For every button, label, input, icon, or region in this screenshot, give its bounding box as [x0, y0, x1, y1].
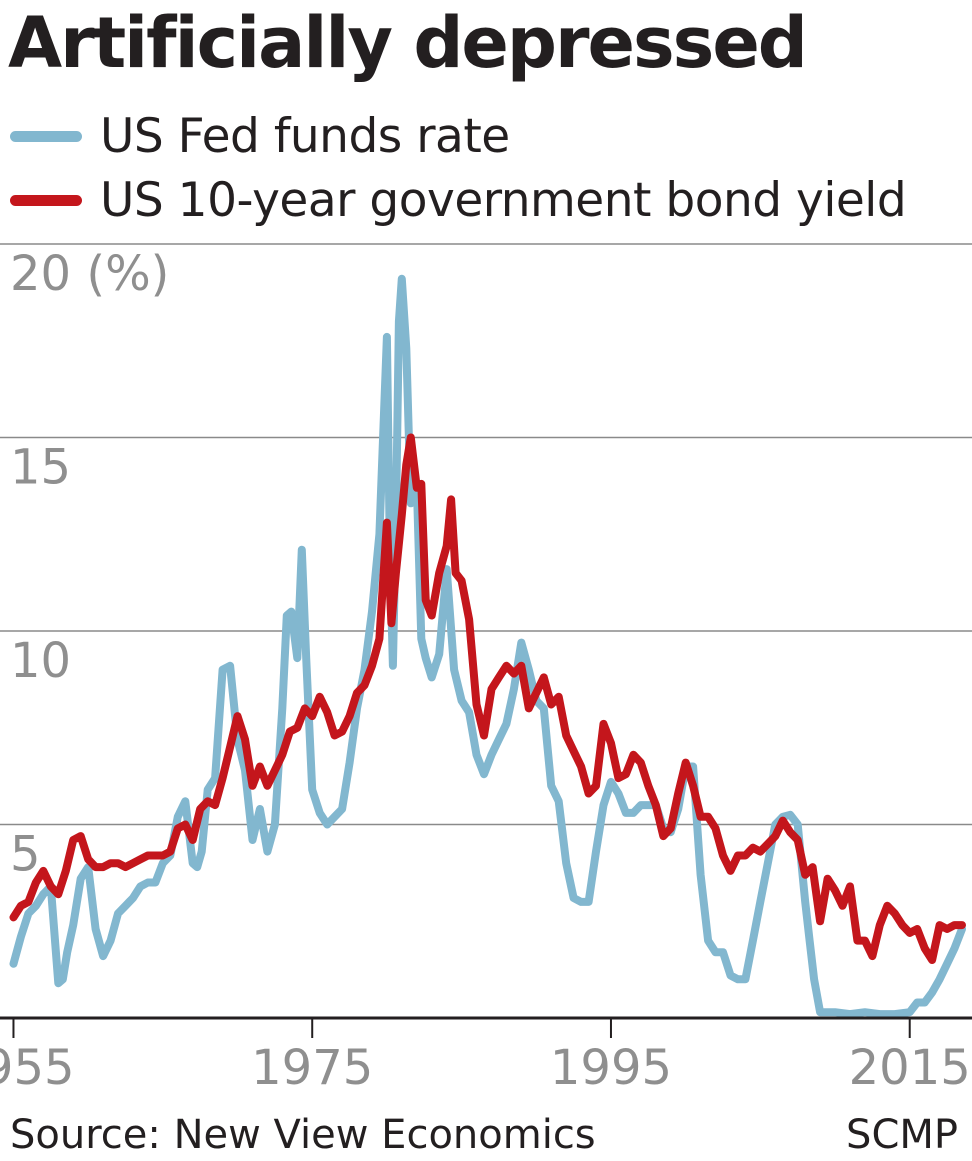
legend-swatch-bond-yield: [10, 194, 82, 206]
x-tick-label-2015: 2015: [849, 1040, 971, 1096]
y-tick-label-15: 15: [10, 440, 71, 496]
chart-title: Artificially depressed: [8, 2, 808, 84]
x-tick-label-1955: 1955: [0, 1040, 75, 1096]
series-line-bond-yield: [9, 433, 966, 964]
y-tick-label-10: 10: [10, 633, 71, 689]
legend-item-fed-funds: US Fed funds rate: [10, 108, 510, 164]
series-line-fed-funds-rate: [9, 274, 966, 1019]
publisher-credit: SCMP: [846, 1112, 958, 1158]
y-tick-label-20: 20 (%): [10, 246, 169, 302]
source-note: Source: New View Economics: [10, 1112, 596, 1158]
x-tick-label-1995: 1995: [550, 1040, 672, 1096]
legend-label-fed-funds: US Fed funds rate: [100, 108, 510, 164]
x-tick-label-1975: 1975: [251, 1040, 373, 1096]
line-chart: 5 10 15 20 (%) 1955 1975 1995 2015: [0, 243, 972, 1096]
y-axis-ticks: 5 10 15 20 (%): [10, 246, 169, 883]
legend-item-bond-yield: US 10-year government bond yield: [10, 172, 907, 228]
legend-swatch-fed-funds: [10, 130, 82, 142]
grid-lines: [0, 243, 972, 826]
y-tick-label-5: 5: [10, 827, 41, 883]
series-lines: [9, 274, 966, 1019]
legend-label-bond-yield: US 10-year government bond yield: [100, 172, 907, 228]
x-axis: 1955 1975 1995 2015: [0, 1016, 972, 1096]
